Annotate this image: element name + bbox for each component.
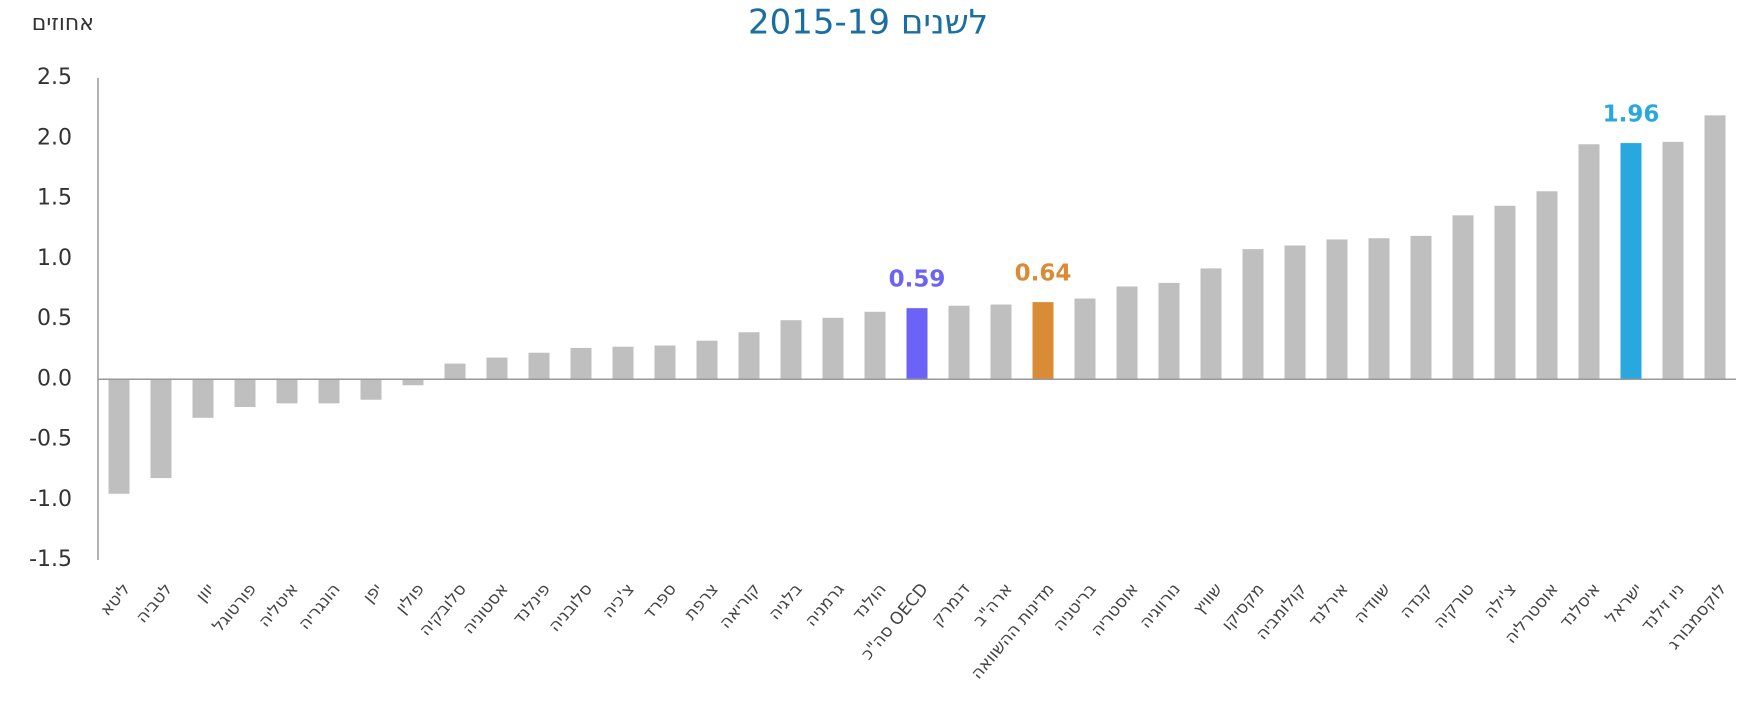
bar [654,345,676,380]
bar [1662,141,1684,380]
x-tick-label: שוודיה [1350,580,1395,628]
bar [612,346,634,380]
bar [780,320,802,380]
x-tick-label: ספרד [639,580,680,624]
bar [150,379,172,479]
chart-title: לשנים 2015-19 [748,3,988,43]
bar [1200,268,1222,380]
bar [1032,302,1054,380]
y-tick-label: 1.5 [37,186,72,211]
bar [864,311,886,380]
x-tick-label: קוריאה [716,580,765,633]
bar [528,352,550,380]
bar [738,332,760,380]
bar [1536,191,1558,380]
bar [1494,205,1516,380]
y-tick-label: 2.5 [37,65,72,90]
bar [1368,238,1390,380]
data-label: 1.96 [1603,102,1660,128]
bar [1578,144,1600,380]
x-tick-label: שוויץ [1189,580,1226,619]
x-tick-label: צ'כיה [598,580,638,622]
bar [234,379,256,407]
y-tick-label: -0.5 [29,427,72,452]
y-axis-label: אחוזים [32,11,94,36]
bar [1074,298,1096,380]
x-tick-label: קנדה [1396,580,1437,623]
bar [1326,239,1348,380]
x-tick-label: לטביה [132,580,177,628]
bar [1452,215,1474,380]
x-tick-label: ליטא [96,580,134,620]
bar [192,379,214,418]
bar [1620,143,1642,380]
x-tick-label: איטליה [255,580,303,632]
bar [276,379,298,404]
y-tick-label: 0.5 [37,306,72,331]
bar [318,379,340,404]
y-tick-label: -1.0 [29,487,72,512]
bar [486,357,508,380]
x-tick-label: פולין [392,580,429,618]
x-tick-label: הונגריה [295,580,345,634]
bar [1704,115,1726,380]
y-tick-label: 0.0 [37,366,72,391]
bar [948,305,970,380]
bar [1410,235,1432,380]
y-tick-label: 1.0 [37,246,72,271]
data-label: 0.64 [1015,261,1072,287]
x-tick-label: צ'ילה [1480,580,1521,623]
x-tick-label: גרמניה [801,580,848,631]
bar [990,304,1012,380]
y-tick-label: -1.5 [29,547,72,572]
x-tick-label: טורקיה [1430,580,1479,633]
bar [360,379,382,400]
x-tick-label: דנמרק [928,580,975,631]
bar [570,347,592,380]
x-tick-label: יפן [359,580,387,607]
bar [108,379,130,494]
x-tick-label: נורווגיה [1136,580,1185,633]
bar [1158,282,1180,380]
bar [822,317,844,380]
bar [444,363,466,380]
x-tick-label: סלובניה [545,580,597,636]
bar [402,379,424,386]
bar [1284,245,1306,380]
x-tick-label: יוון [192,580,219,606]
x-tick-label: פורטוגל [209,580,261,637]
bar [696,340,718,380]
data-label: 0.59 [889,267,946,293]
bar [1242,249,1264,380]
x-tick-label: איסלנד [1556,580,1605,633]
bar [1116,286,1138,380]
x-tick-label: אירלנד [1305,580,1353,632]
y-tick-label: 2.0 [37,125,72,150]
bar [906,308,928,380]
x-tick-label: אסטוניה [459,580,513,639]
